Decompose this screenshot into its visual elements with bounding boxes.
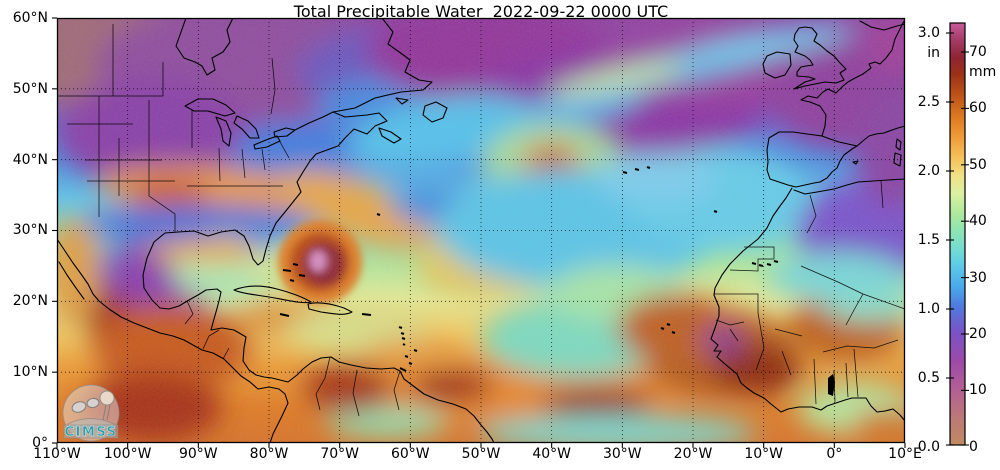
borders-south-america <box>315 356 401 417</box>
colorbar-mm-axis: mm 70 60 50 40 30 20 10 0 <box>967 23 1000 455</box>
coast-north-america <box>142 18 495 443</box>
lon-tick-label: 20°W <box>673 446 713 462</box>
colorbar-inch-label: 3.0 <box>917 25 940 41</box>
colorbar-gradient <box>946 22 969 446</box>
colorbar-mm-label: 40 <box>969 213 987 230</box>
colorbar-mm-label: 50 <box>969 156 987 173</box>
ireland <box>762 51 792 79</box>
colorbar-mm-label: 70 <box>969 44 987 60</box>
lon-tick-label: 10°W <box>744 446 783 462</box>
lat-tick-label: 0° <box>32 434 48 451</box>
small-islands <box>279 166 835 396</box>
lon-tick-label: 90°W <box>178 446 218 462</box>
colorbar-inch-label: 0.0 <box>917 439 940 455</box>
colorbar-inch-label: 0.5 <box>917 370 940 386</box>
colorbar-inch-label: 1.5 <box>917 232 940 248</box>
coast-west-africa <box>710 187 905 422</box>
colorbar-inch-label: 2.5 <box>917 94 940 110</box>
hispaniola <box>307 302 353 315</box>
logo-satellite-ball <box>99 390 115 406</box>
colorbar-inch-axis: in 3.0 2.5 2.0 1.5 1.0 0.5 0.0 <box>905 23 946 455</box>
lon-tick-label: 70°W <box>320 446 359 462</box>
coast-mediterranean-africa <box>793 178 905 195</box>
lat-tick-label: 20°N <box>12 293 48 310</box>
colorbar-inch-label: 2.0 <box>917 163 940 179</box>
iberia <box>766 131 858 188</box>
lat-tick-label: 40°N <box>12 151 48 168</box>
colorbar-mm-label: 10 <box>969 382 987 399</box>
colorbar-mm-ticks <box>961 51 969 446</box>
borders-central-america <box>184 300 230 360</box>
corsica-sardinia <box>852 138 902 167</box>
chart-title: Total Precipitable Water 2022-09-22 0000… <box>293 2 669 21</box>
logo-text: CIMSS <box>65 425 118 440</box>
lon-tick-label: 110°W <box>33 446 81 462</box>
map-frame-and-ticks <box>52 17 906 448</box>
graticule-grid <box>57 18 905 443</box>
colorbar-mm-unit: mm <box>969 64 997 80</box>
colorbar-inch-unit: in <box>927 45 940 61</box>
lat-tick-label: 30°N <box>12 222 48 239</box>
coast-france-italy-med <box>856 125 905 147</box>
longitude-axis: 110°W 100°W 90°W 80°W 70°W 60°W 50°W 40°W 30°W 20… <box>33 446 922 466</box>
lon-tick-label: 40°W <box>532 446 571 462</box>
lon-tick-label: 30°W <box>602 446 642 462</box>
coastlines <box>57 18 905 443</box>
cuba <box>233 285 312 304</box>
coast-baja <box>58 261 85 300</box>
logo-dish-icon <box>71 401 87 413</box>
great-britain <box>793 26 847 90</box>
lon-tick-label: 0° <box>826 446 843 462</box>
coast-france-atlantic <box>800 19 905 137</box>
map-canvas: CIMSS <box>52 17 906 448</box>
lat-tick-label: 10°N <box>12 364 48 381</box>
lon-tick-label: 10°E <box>888 446 922 462</box>
colorbar-mm-label: 30 <box>969 269 987 286</box>
lake-volta <box>828 374 835 396</box>
latitude-axis: 60°N 50°N 40°N 30°N 20°N 10°N 0° <box>0 10 52 451</box>
colorbar <box>946 22 969 446</box>
lat-tick-label: 50°N <box>12 80 48 97</box>
colorbar-inch-ticks <box>946 32 954 446</box>
cimss-logo: CIMSS <box>62 384 120 442</box>
lon-tick-label: 60°W <box>390 446 430 462</box>
newfoundland <box>378 97 448 144</box>
coast-pacific <box>57 238 289 443</box>
lat-tick-label: 60°N <box>12 10 48 26</box>
lon-tick-label: 80°W <box>249 446 289 462</box>
colorbar-inch-label: 1.0 <box>917 301 940 317</box>
tpw-field-map: CIMSS <box>52 17 906 448</box>
great-lakes <box>184 98 334 150</box>
colorbar-mm-label: 60 <box>969 100 987 117</box>
lon-tick-label: 50°W <box>461 446 501 462</box>
colorbar-mm-label: 0 <box>969 438 978 455</box>
coast-hudson-bay <box>175 18 234 76</box>
coast-norway <box>859 20 905 31</box>
colorbar-mm-label: 20 <box>969 326 987 342</box>
borders-north-america <box>57 24 290 232</box>
lon-tick-label: 100°W <box>103 446 152 462</box>
